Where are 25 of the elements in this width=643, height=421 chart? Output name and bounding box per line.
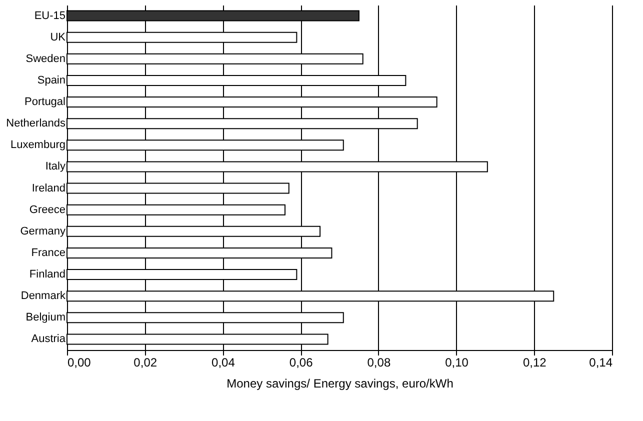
x-tick-label: 0,04 <box>212 356 236 370</box>
y-tick-label: Austria <box>31 333 66 346</box>
y-tick-label: Sweden <box>26 52 66 65</box>
y-tick-label: Spain <box>37 74 66 86</box>
y-tick-label: Denmark <box>20 290 66 302</box>
y-tick-label: Portugal <box>24 96 66 108</box>
y-tick-label: Germany <box>20 225 66 238</box>
x-tick-label: 0,14 <box>589 356 613 370</box>
x-tick-label: 0,00 <box>68 356 92 370</box>
y-tick-label: Luxemburg <box>10 139 66 152</box>
y-tick-label: Belgium <box>26 312 66 324</box>
y-tick-label: Italy <box>45 160 66 173</box>
x-tick-label: 0,06 <box>289 356 314 370</box>
y-tick-label: UK <box>50 31 66 44</box>
y-tick-label: France <box>31 246 66 259</box>
x-axis-title: Money savings/ Energy savings, euro/kWh <box>226 376 454 390</box>
x-tick-label: 0,12 <box>522 356 547 370</box>
y-tick-label: Greece <box>29 204 66 216</box>
x-tick-label: 0,08 <box>367 356 391 370</box>
y-tick-label: Ireland <box>32 182 66 194</box>
y-tick-label: Finland <box>29 268 66 281</box>
y-tick-label: Netherlands <box>6 118 66 130</box>
y-tick-label: EU-15 <box>34 10 66 22</box>
x-tick-label: 0,02 <box>134 356 158 370</box>
x-tick-label: 0,10 <box>445 356 469 370</box>
